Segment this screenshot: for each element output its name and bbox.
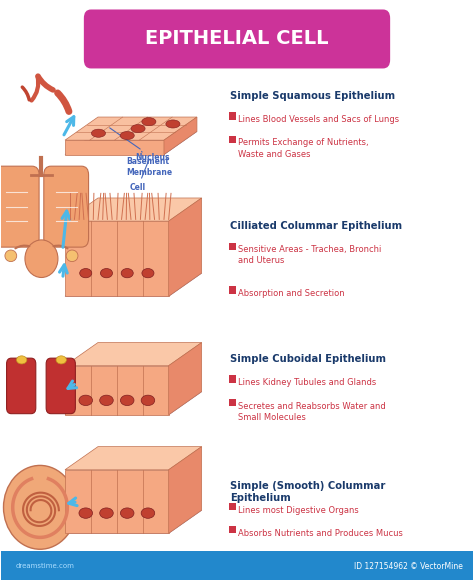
Ellipse shape [120, 395, 134, 406]
Text: ID 127154962 © VectorMine: ID 127154962 © VectorMine [354, 562, 463, 571]
FancyBboxPatch shape [46, 358, 75, 414]
Polygon shape [65, 510, 201, 533]
Polygon shape [65, 392, 201, 415]
Text: Lines Blood Vessels and Sacs of Lungs: Lines Blood Vessels and Sacs of Lungs [238, 115, 399, 124]
Ellipse shape [142, 117, 156, 125]
Polygon shape [169, 447, 201, 533]
Ellipse shape [120, 508, 134, 518]
Polygon shape [65, 343, 201, 365]
Polygon shape [65, 140, 164, 155]
Text: Sensitive Areas - Trachea, Bronchi
and Uterus: Sensitive Areas - Trachea, Bronchi and U… [238, 245, 381, 266]
Text: Simple Squamous Epithelium: Simple Squamous Epithelium [230, 91, 395, 101]
Ellipse shape [56, 356, 66, 364]
FancyBboxPatch shape [229, 242, 236, 250]
Ellipse shape [66, 250, 78, 261]
FancyBboxPatch shape [229, 503, 236, 510]
Text: Nucleus: Nucleus [109, 128, 170, 163]
Ellipse shape [25, 240, 58, 278]
Ellipse shape [121, 268, 133, 278]
Ellipse shape [100, 268, 112, 278]
Polygon shape [65, 470, 169, 533]
Ellipse shape [17, 356, 27, 364]
FancyBboxPatch shape [229, 375, 236, 383]
Ellipse shape [5, 250, 17, 261]
FancyBboxPatch shape [229, 112, 236, 120]
Polygon shape [65, 117, 197, 140]
Polygon shape [65, 198, 201, 221]
FancyBboxPatch shape [229, 135, 236, 143]
FancyBboxPatch shape [229, 526, 236, 533]
Polygon shape [65, 365, 169, 415]
Text: Simple (Smooth) Colummar
Epithelium: Simple (Smooth) Colummar Epithelium [230, 481, 385, 503]
Ellipse shape [3, 465, 76, 549]
Ellipse shape [79, 395, 92, 406]
Ellipse shape [131, 124, 145, 132]
Text: Secretes and Reabsorbs Water and
Small Molecules: Secretes and Reabsorbs Water and Small M… [238, 401, 386, 422]
Text: dreamstime.com: dreamstime.com [16, 564, 74, 569]
Ellipse shape [79, 508, 92, 518]
Polygon shape [164, 117, 197, 155]
Text: Lines most Digestive Organs: Lines most Digestive Organs [238, 505, 359, 515]
Polygon shape [65, 447, 201, 470]
Ellipse shape [141, 395, 155, 406]
Text: Absorbs Nutrients and Produces Mucus: Absorbs Nutrients and Produces Mucus [238, 529, 403, 538]
Text: EPITHELIAL CELL: EPITHELIAL CELL [145, 30, 329, 48]
FancyBboxPatch shape [229, 286, 236, 294]
Text: Lines Kidney Tubules and Glands: Lines Kidney Tubules and Glands [238, 378, 376, 388]
Ellipse shape [100, 395, 113, 406]
Text: Simple Cuboidal Epithelium: Simple Cuboidal Epithelium [230, 354, 386, 364]
Ellipse shape [166, 120, 180, 128]
Ellipse shape [91, 129, 106, 137]
Text: Cilliated Colummar Epithelium: Cilliated Colummar Epithelium [230, 221, 402, 231]
Text: Permits Exchange of Nutrients,
Waste and Gases: Permits Exchange of Nutrients, Waste and… [238, 138, 369, 159]
FancyBboxPatch shape [84, 9, 390, 69]
FancyBboxPatch shape [229, 399, 236, 406]
FancyBboxPatch shape [1, 551, 473, 581]
FancyBboxPatch shape [7, 358, 36, 414]
Text: Absorption and Secretion: Absorption and Secretion [238, 289, 345, 299]
Polygon shape [169, 343, 201, 415]
Polygon shape [169, 198, 201, 296]
Text: Cell: Cell [129, 160, 149, 192]
Polygon shape [65, 221, 169, 296]
Ellipse shape [80, 268, 92, 278]
FancyBboxPatch shape [44, 166, 89, 247]
Ellipse shape [100, 508, 113, 518]
Polygon shape [65, 131, 197, 155]
Polygon shape [65, 273, 201, 296]
Ellipse shape [120, 131, 134, 139]
FancyBboxPatch shape [0, 166, 39, 247]
Text: Basement
Membrane: Basement Membrane [126, 151, 173, 177]
Ellipse shape [142, 268, 154, 278]
Ellipse shape [141, 508, 155, 518]
